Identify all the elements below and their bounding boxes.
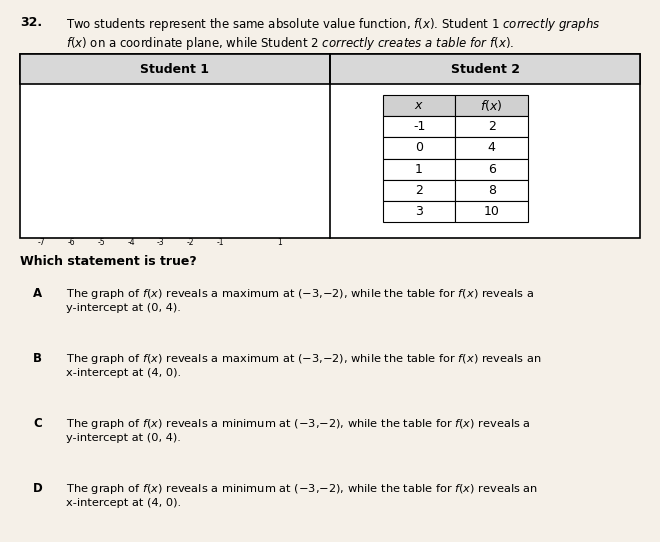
Text: 4: 4 — [488, 141, 496, 154]
Text: Which statement is true?: Which statement is true? — [20, 255, 197, 268]
Text: $f(x)$ on a coordinate plane, while Student 2 $\it{correctly\ creates\ a\ table\: $f(x)$ on a coordinate plane, while Stud… — [66, 35, 514, 52]
Text: B: B — [33, 352, 42, 365]
Text: y: y — [255, 92, 260, 101]
Text: -1: -1 — [413, 120, 425, 133]
Text: $f(x)$: $f(x)$ — [480, 98, 503, 113]
Text: A: A — [33, 287, 42, 300]
Text: 32.: 32. — [20, 16, 42, 29]
Text: 0: 0 — [415, 141, 423, 154]
Text: The graph of $f(x)$ reveals a maximum at (−3,−2), while the table for $f(x)$ rev: The graph of $f(x)$ reveals a maximum at… — [66, 352, 541, 378]
Text: 3: 3 — [415, 205, 423, 218]
Text: 1: 1 — [415, 163, 423, 176]
Text: x: x — [314, 144, 319, 153]
Text: The graph of $f(x)$ reveals a minimum at (−3,−2), while the table for $f(x)$ rev: The graph of $f(x)$ reveals a minimum at… — [66, 417, 531, 443]
Text: $x$: $x$ — [414, 99, 424, 112]
Text: C: C — [33, 417, 42, 430]
Text: 2: 2 — [415, 184, 423, 197]
Text: 6: 6 — [488, 163, 496, 176]
Text: Two students represent the same absolute value function, $f(x)$. Student 1 $\it{: Two students represent the same absolute… — [66, 16, 601, 33]
Text: The graph of $f(x)$ reveals a maximum at (−3,−2), while the table for $f(x)$ rev: The graph of $f(x)$ reveals a maximum at… — [66, 287, 534, 313]
Text: 8: 8 — [488, 184, 496, 197]
Text: Student 1: Student 1 — [141, 63, 209, 75]
Text: The graph of $f(x)$ reveals a minimum at (−3,−2), while the table for $f(x)$ rev: The graph of $f(x)$ reveals a minimum at… — [66, 482, 538, 508]
Text: 10: 10 — [484, 205, 500, 218]
Text: 2: 2 — [488, 120, 496, 133]
Text: Student 2: Student 2 — [451, 63, 519, 75]
Text: D: D — [33, 482, 43, 495]
